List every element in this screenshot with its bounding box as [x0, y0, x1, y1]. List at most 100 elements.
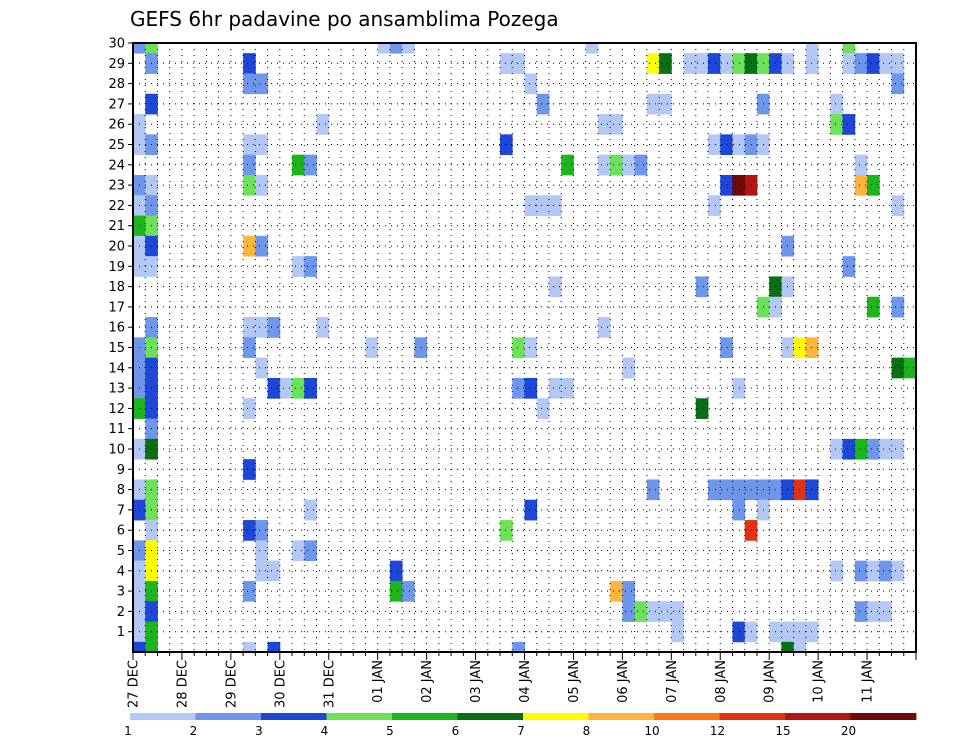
x-tick-label: 02 JAN	[420, 660, 435, 703]
heatmap-cell	[830, 93, 843, 115]
heatmap-cell	[536, 195, 550, 216]
heatmap-cell	[671, 621, 684, 643]
colorbar-segment	[654, 713, 720, 720]
heatmap-cells	[133, 43, 917, 653]
heatmap-cell	[292, 540, 305, 562]
heatmap-cell	[732, 499, 746, 521]
heatmap-cell	[512, 641, 525, 653]
heatmap-cell	[646, 53, 660, 74]
heatmap-cell	[304, 377, 317, 399]
heatmap-cell	[304, 256, 317, 277]
heatmap-cell	[646, 601, 660, 622]
heatmap-cell	[524, 73, 538, 95]
y-tick-label: 11	[108, 422, 125, 437]
heatmap-cell	[842, 438, 856, 460]
y-tick-label: 23	[108, 179, 125, 194]
heatmap-cell	[255, 357, 268, 379]
x-tick-label: 11 JAN	[861, 660, 876, 703]
colorbar-label: 5	[386, 724, 394, 738]
x-tick-label: 10 JAN	[812, 660, 827, 703]
colorbar-label: 4	[321, 724, 329, 738]
heatmap-cell	[732, 621, 746, 643]
y-tick-label: 29	[108, 57, 125, 72]
heatmap-cell	[805, 479, 819, 501]
colorbar-segment	[850, 713, 917, 720]
colorbar-segment	[130, 713, 196, 720]
heatmap-cell	[402, 43, 415, 54]
colorbar-label: 8	[583, 724, 591, 738]
heatmap-cell	[255, 317, 268, 338]
heatmap-cell	[414, 337, 428, 359]
heatmap-cell	[879, 560, 892, 582]
y-tick-label: 7	[117, 503, 125, 518]
x-tick-label: 31 DEC	[322, 660, 337, 708]
heatmap-cell	[732, 377, 746, 399]
heatmap-cell	[854, 560, 868, 582]
y-tick-label: 15	[108, 341, 125, 356]
heatmap-cell	[279, 377, 293, 399]
colorbar-segment	[785, 713, 851, 720]
heatmap-cell	[402, 580, 415, 602]
heatmap-cell	[732, 174, 746, 196]
heatmap-cell	[365, 337, 379, 359]
y-tick-label: 18	[108, 280, 125, 295]
heatmap-cell	[267, 560, 281, 582]
heatmap-cell	[695, 53, 709, 74]
x-tick-label: 27 DEC	[127, 660, 142, 708]
heatmap-cell	[524, 499, 538, 521]
heatmap-cell	[243, 520, 256, 541]
y-tick-label: 20	[108, 240, 125, 255]
heatmap-cell	[292, 154, 305, 176]
y-tick-label: 13	[108, 382, 125, 397]
heatmap-cell	[243, 235, 256, 257]
heatmap-cell	[304, 540, 317, 562]
heatmap-cell	[867, 601, 880, 622]
heatmap-cell	[610, 580, 623, 602]
heatmap-cell	[805, 621, 819, 643]
heatmap-cell	[243, 459, 256, 480]
heatmap-cell	[720, 479, 733, 501]
x-axis: 27 DEC 28 DEC 29 DEC 30 DEC 31 DEC 01 JAN 02 J…	[127, 652, 917, 708]
heatmap-cell	[316, 317, 330, 338]
y-tick-label: 12	[108, 402, 125, 417]
heatmap-cell	[243, 53, 256, 74]
x-tick-label: 09 JAN	[763, 660, 778, 703]
colorbar-segment	[719, 713, 786, 720]
heatmap-cell	[867, 438, 880, 460]
heatmap-cell	[854, 154, 868, 176]
heatmap-cell	[389, 580, 403, 602]
colorbar-segment	[326, 713, 393, 720]
x-tick-label: 01 JAN	[371, 660, 386, 703]
heatmap-cell	[243, 398, 256, 419]
heatmap-cell	[512, 337, 525, 359]
colorbar-label: 15	[775, 724, 790, 738]
heatmap-cell	[243, 641, 256, 653]
heatmap-cell	[548, 276, 562, 298]
heatmap-cell	[805, 43, 819, 54]
heatmap-cell	[548, 195, 562, 216]
x-tick-label: 06 JAN	[616, 660, 631, 703]
heatmap-cell	[267, 317, 281, 338]
y-tick-label: 10	[108, 443, 125, 458]
heatmap-cell	[255, 73, 268, 95]
heatmap-cell	[500, 520, 513, 541]
heatmap-cell	[267, 641, 281, 653]
heatmap-cell	[255, 540, 268, 562]
y-tick-label: 14	[108, 361, 125, 376]
y-tick-label: 17	[108, 300, 125, 315]
heatmap-cell	[695, 398, 709, 419]
heatmap-cell	[536, 93, 550, 115]
heatmap-cell	[891, 53, 905, 74]
heatmap-cell	[708, 134, 721, 156]
heatmap-cell	[732, 53, 746, 74]
colorbar-label: 2	[190, 724, 198, 738]
y-tick-label: 1	[117, 625, 125, 640]
colorbar-label: 7	[517, 724, 525, 738]
heatmap-cell	[267, 377, 281, 399]
heatmap-cell	[830, 560, 843, 582]
heatmap-cell	[646, 93, 660, 115]
x-tick-label: 08 JAN	[714, 660, 729, 703]
heatmap-cell	[255, 235, 268, 257]
heatmap-cell	[695, 276, 709, 298]
